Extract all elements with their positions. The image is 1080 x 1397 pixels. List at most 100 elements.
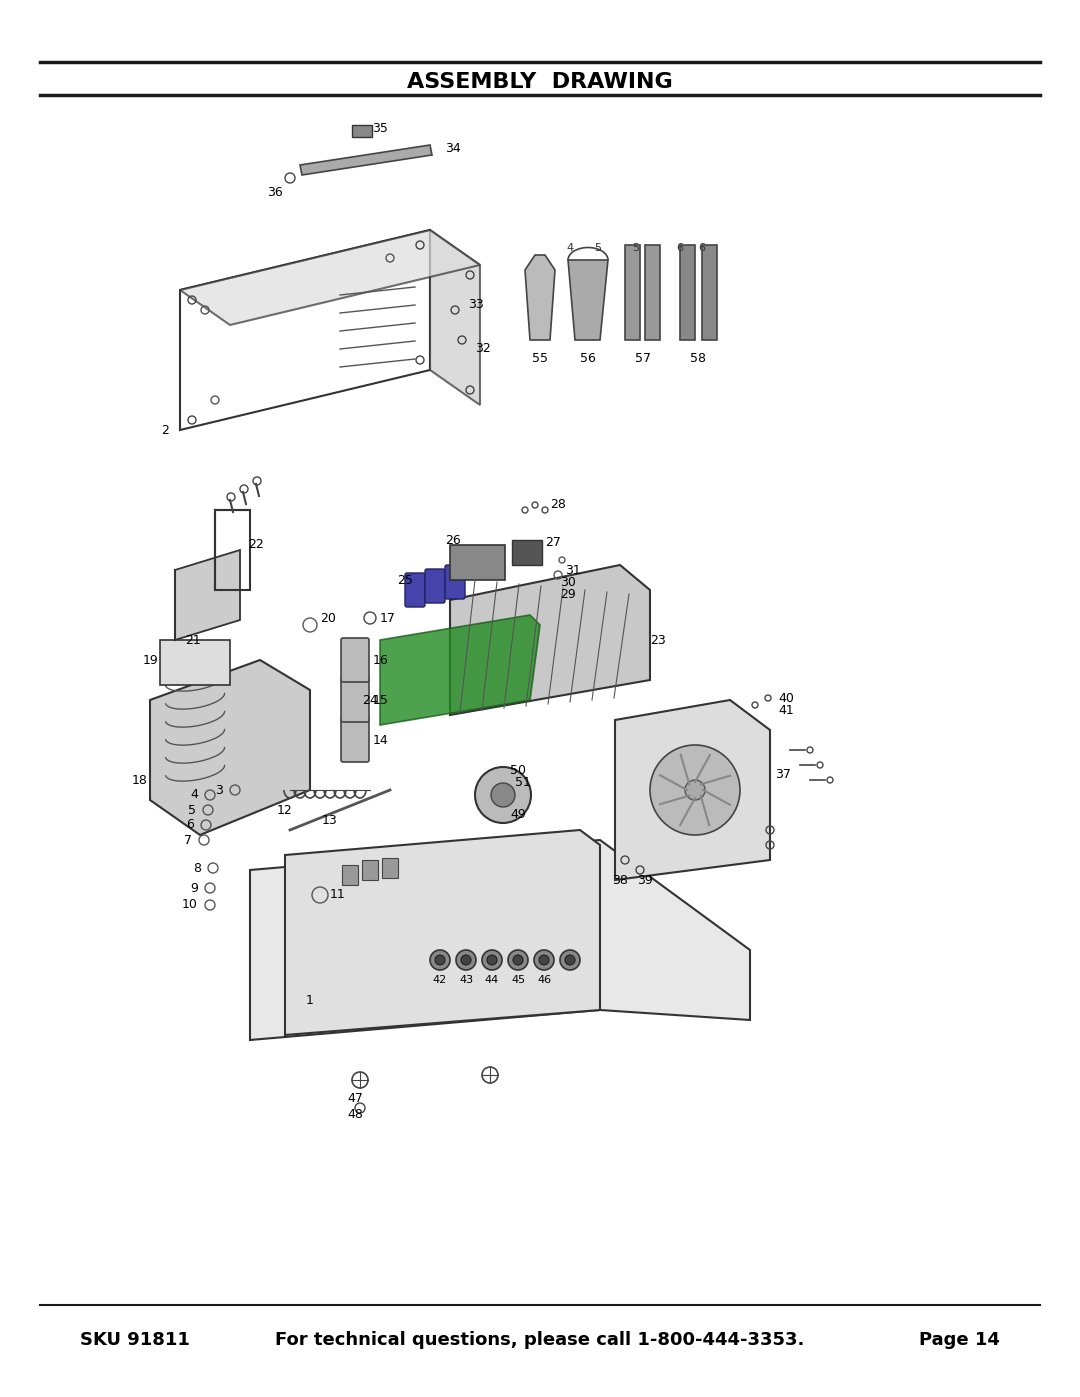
Circle shape: [491, 782, 515, 807]
Text: 46: 46: [537, 975, 551, 985]
Text: 31: 31: [565, 563, 581, 577]
Bar: [342, 865, 357, 886]
Text: 42: 42: [433, 975, 447, 985]
Text: 21: 21: [185, 633, 201, 647]
FancyBboxPatch shape: [426, 569, 445, 604]
Text: SKU 91811: SKU 91811: [80, 1331, 190, 1350]
Text: 51: 51: [515, 777, 531, 789]
Polygon shape: [568, 260, 608, 339]
Text: 2: 2: [161, 423, 168, 436]
Text: 3: 3: [215, 784, 222, 796]
Text: 30: 30: [561, 576, 576, 588]
Circle shape: [487, 956, 497, 965]
Text: 55: 55: [532, 352, 548, 365]
Text: 50: 50: [510, 764, 526, 777]
FancyBboxPatch shape: [341, 678, 369, 722]
Bar: [352, 124, 372, 137]
Text: 56: 56: [580, 352, 596, 365]
Text: 47: 47: [347, 1091, 363, 1105]
Circle shape: [508, 950, 528, 970]
Text: 16: 16: [373, 654, 389, 666]
Circle shape: [461, 956, 471, 965]
Text: 17: 17: [380, 612, 396, 624]
Bar: [450, 545, 505, 580]
Text: 29: 29: [561, 588, 576, 602]
Text: 43: 43: [459, 975, 473, 985]
Polygon shape: [645, 244, 660, 339]
Text: 6: 6: [676, 243, 684, 253]
Polygon shape: [680, 244, 696, 339]
Polygon shape: [300, 145, 432, 175]
Text: For technical questions, please call 1-800-444-3353.: For technical questions, please call 1-8…: [275, 1331, 805, 1350]
Text: 28: 28: [550, 499, 566, 511]
Text: 44: 44: [485, 975, 499, 985]
Text: 13: 13: [322, 813, 338, 827]
Bar: [382, 858, 399, 877]
Text: 45: 45: [511, 975, 525, 985]
Text: 20: 20: [320, 612, 336, 624]
Text: 6: 6: [186, 819, 194, 831]
Polygon shape: [249, 840, 750, 1039]
Circle shape: [475, 767, 531, 823]
Circle shape: [534, 950, 554, 970]
FancyBboxPatch shape: [405, 573, 426, 608]
Text: 34: 34: [445, 141, 461, 155]
Polygon shape: [525, 256, 555, 339]
Text: ASSEMBLY  DRAWING: ASSEMBLY DRAWING: [407, 73, 673, 92]
Text: 38: 38: [612, 873, 627, 887]
Bar: [512, 541, 542, 564]
Polygon shape: [380, 615, 540, 725]
Text: 57: 57: [635, 352, 651, 365]
Text: 5: 5: [633, 243, 639, 253]
Text: 1: 1: [306, 993, 314, 1006]
Text: 25: 25: [397, 574, 413, 587]
Text: 6: 6: [699, 243, 705, 253]
Text: 5: 5: [188, 803, 195, 816]
Polygon shape: [625, 244, 640, 339]
Text: 36: 36: [267, 186, 283, 198]
Text: 26: 26: [445, 534, 461, 546]
Text: 12: 12: [278, 803, 293, 816]
Polygon shape: [615, 700, 770, 880]
Text: 14: 14: [373, 733, 389, 746]
Text: 58: 58: [690, 352, 706, 365]
Text: 18: 18: [132, 774, 148, 787]
Polygon shape: [175, 550, 240, 640]
Circle shape: [482, 950, 502, 970]
Polygon shape: [180, 231, 480, 326]
Text: 48: 48: [347, 1108, 363, 1122]
FancyBboxPatch shape: [341, 718, 369, 761]
Polygon shape: [150, 659, 310, 835]
Polygon shape: [450, 564, 650, 715]
Text: Page 14: Page 14: [919, 1331, 1000, 1350]
Circle shape: [685, 780, 705, 800]
Text: 24: 24: [362, 693, 378, 707]
FancyBboxPatch shape: [341, 638, 369, 682]
Text: 10: 10: [183, 898, 198, 911]
Polygon shape: [285, 830, 600, 1035]
Polygon shape: [430, 231, 480, 405]
Text: 39: 39: [637, 873, 653, 887]
Text: 37: 37: [775, 768, 791, 781]
Circle shape: [539, 956, 549, 965]
Bar: [215, 510, 249, 590]
Bar: [160, 640, 230, 685]
Text: 9: 9: [190, 882, 198, 894]
Circle shape: [561, 950, 580, 970]
Text: 7: 7: [184, 834, 192, 847]
Text: 35: 35: [372, 122, 388, 134]
Text: 27: 27: [545, 535, 561, 549]
Text: 4: 4: [190, 788, 198, 802]
Text: 19: 19: [143, 654, 158, 666]
FancyBboxPatch shape: [445, 564, 465, 599]
Text: 4: 4: [566, 243, 573, 253]
Text: 23: 23: [650, 633, 665, 647]
Circle shape: [435, 956, 445, 965]
Text: 8: 8: [193, 862, 201, 875]
Text: 15: 15: [373, 693, 389, 707]
Circle shape: [565, 956, 575, 965]
Text: 22: 22: [248, 538, 264, 552]
Polygon shape: [702, 244, 717, 339]
Text: 33: 33: [468, 299, 484, 312]
Circle shape: [456, 950, 476, 970]
